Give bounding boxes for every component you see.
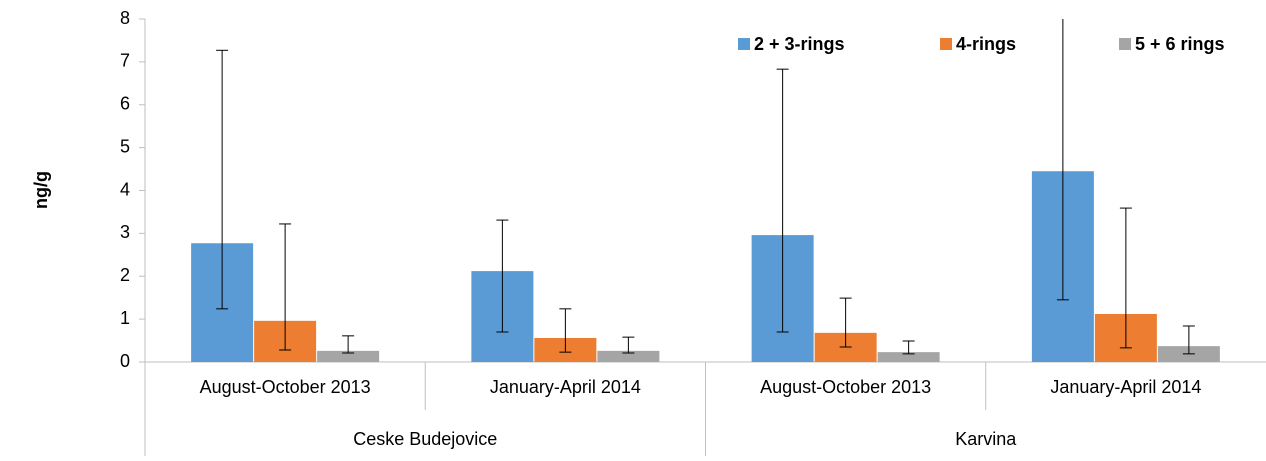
legend-label: 2 + 3-rings: [754, 34, 845, 54]
legend-swatch: [738, 38, 750, 50]
y-tick-label: 2: [120, 265, 130, 285]
y-tick-label: 8: [120, 8, 130, 28]
group-label: Karvina: [955, 429, 1017, 449]
y-tick-label: 4: [120, 179, 130, 199]
x-tick-label: August-October 2013: [200, 377, 371, 397]
y-tick-label: 7: [120, 51, 130, 71]
y-tick-label: 1: [120, 308, 130, 328]
bar: [877, 352, 940, 362]
y-tick-label: 0: [120, 351, 130, 371]
group-label: Ceske Budejovice: [353, 429, 497, 449]
y-tick-label: 6: [120, 94, 130, 114]
legend-label: 4-rings: [956, 34, 1016, 54]
y-tick-label: 5: [120, 136, 130, 156]
x-tick-label: January-April 2014: [1050, 377, 1201, 397]
y-axis-label: ng/g: [31, 171, 51, 209]
legend-label: 5 + 6 rings: [1135, 34, 1225, 54]
y-tick-label: 3: [120, 222, 130, 242]
x-tick-label: August-October 2013: [760, 377, 931, 397]
bar: [597, 350, 660, 362]
legend-swatch: [940, 38, 952, 50]
bar: [317, 350, 380, 362]
legend-swatch: [1119, 38, 1131, 50]
x-tick-label: January-April 2014: [490, 377, 641, 397]
plot-area: [191, 19, 1220, 362]
